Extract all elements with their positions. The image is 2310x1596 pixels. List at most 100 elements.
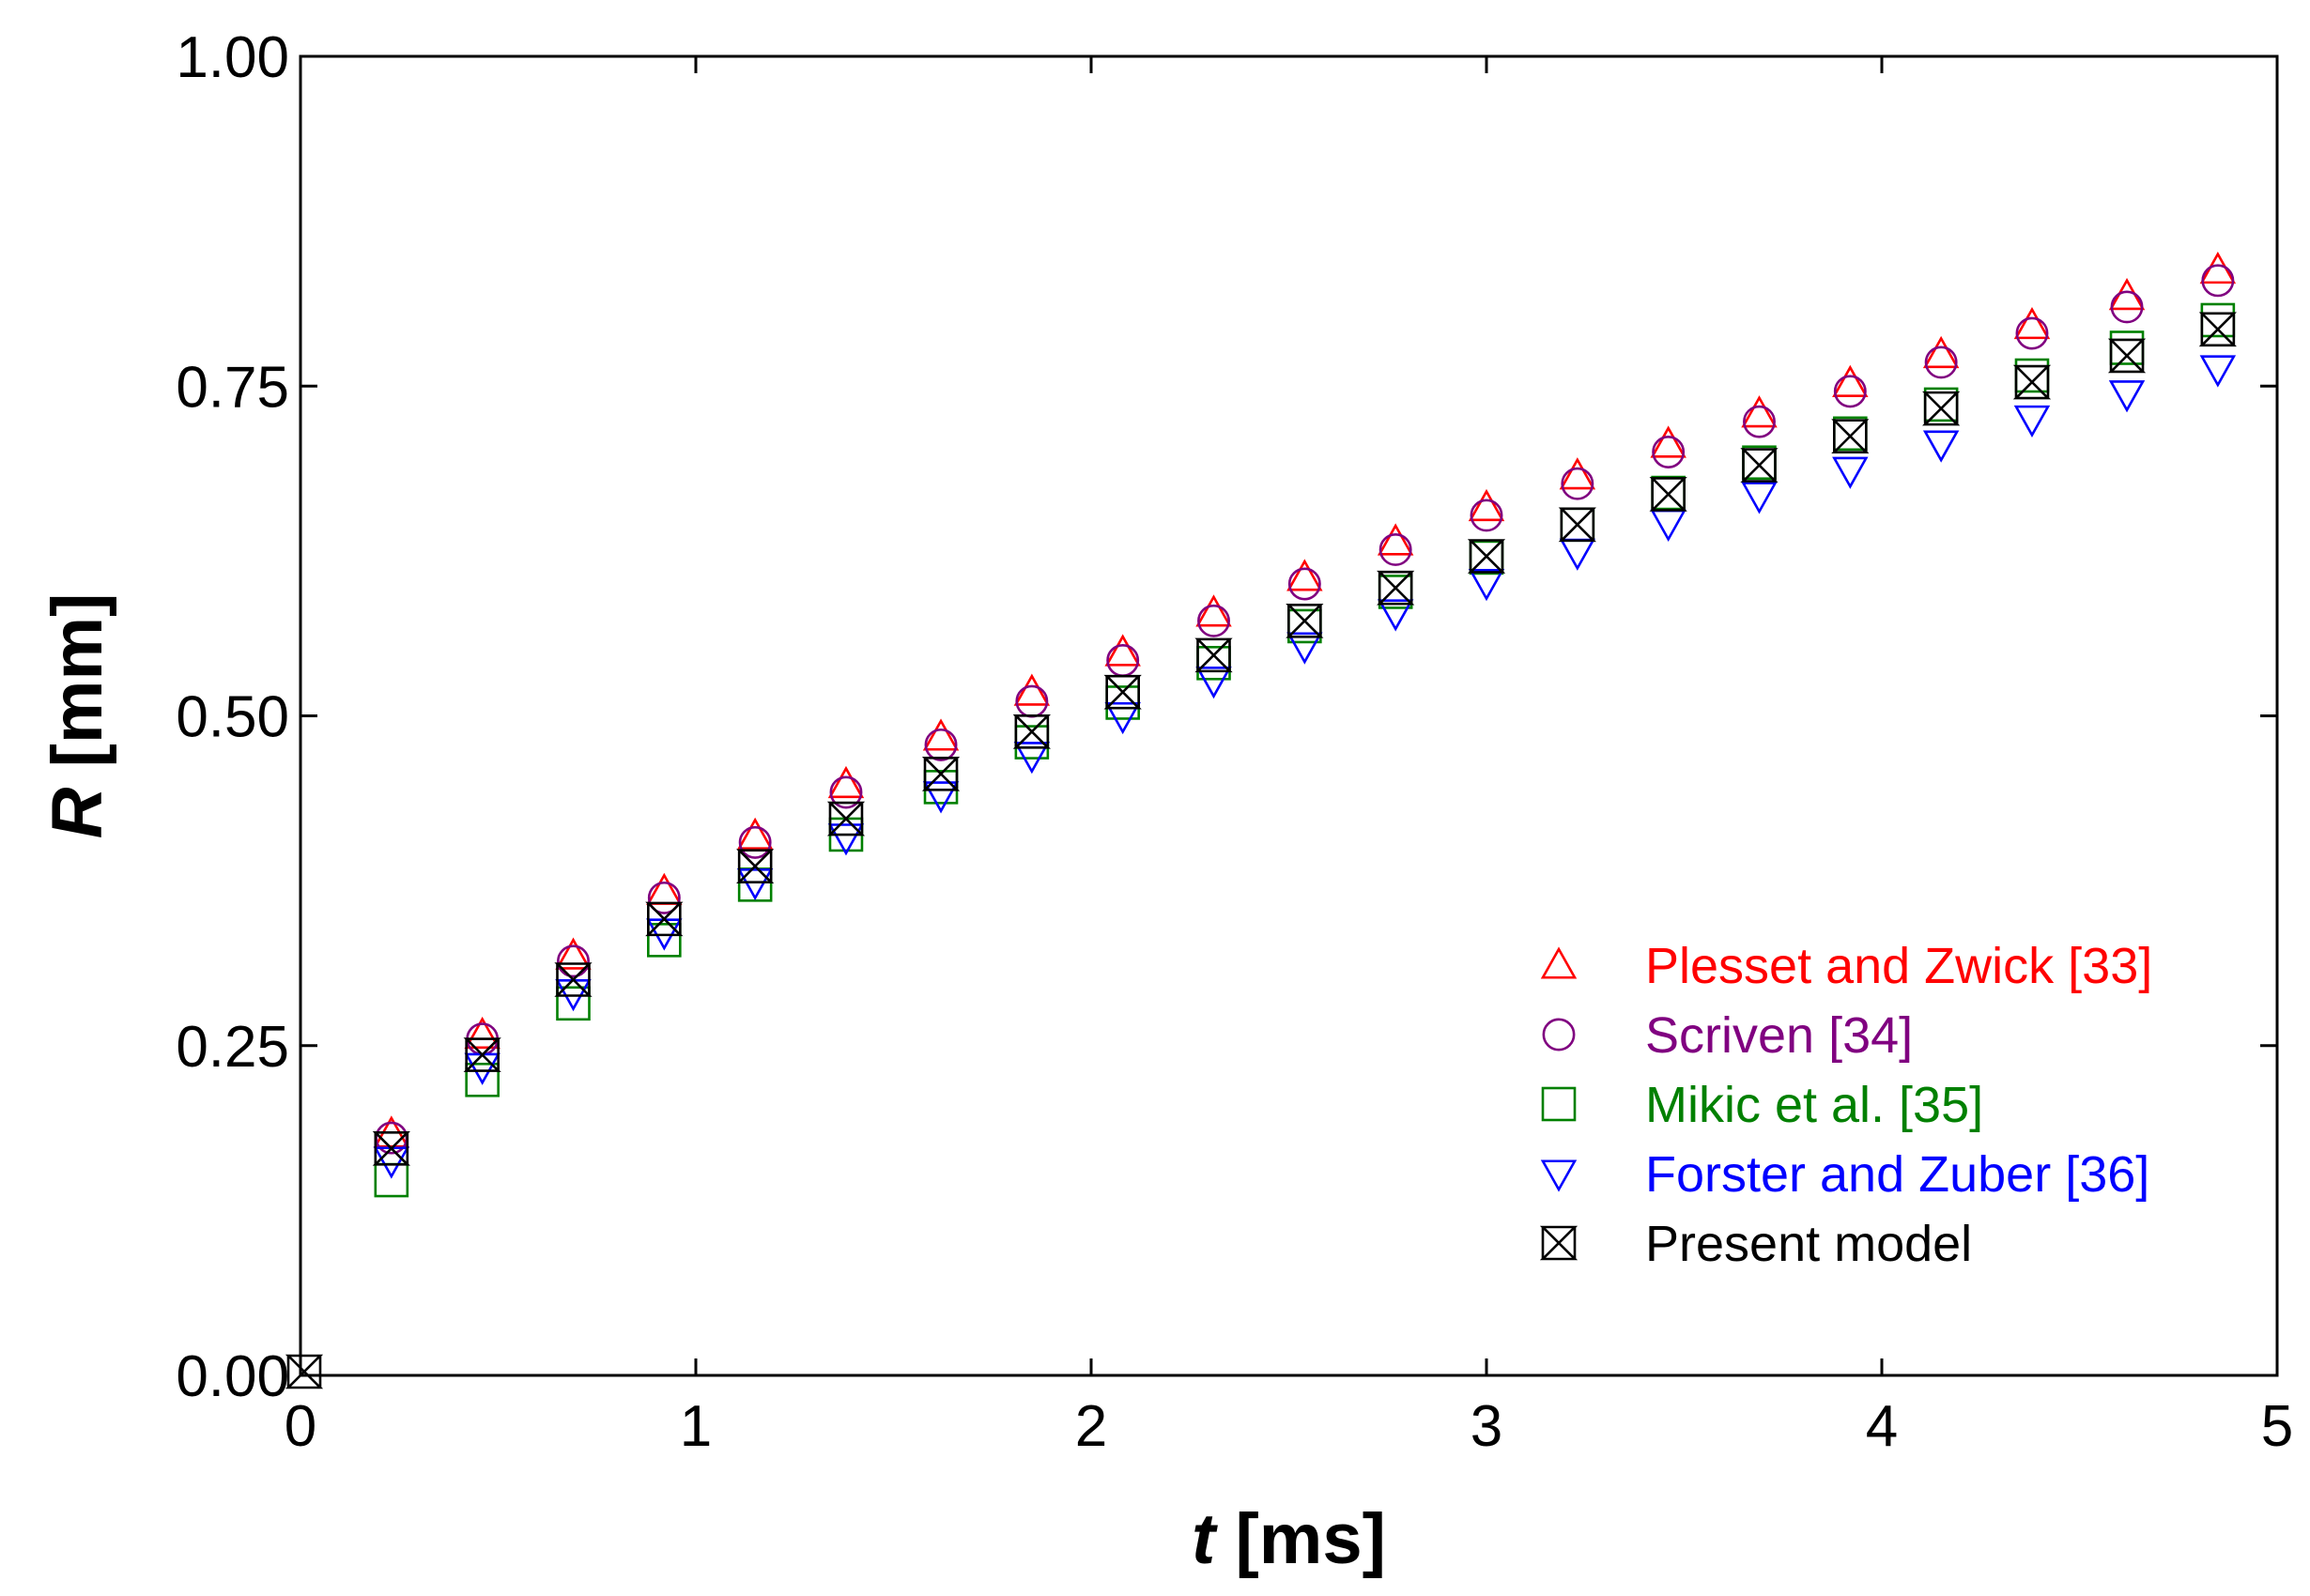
data-point bbox=[1740, 448, 1779, 483]
data-point bbox=[2108, 278, 2146, 311]
legend-marker bbox=[1541, 1086, 1577, 1122]
legend-label: Forster and Zuber [36] bbox=[1645, 1146, 2149, 1203]
x-tick-label: 1 bbox=[680, 1394, 712, 1459]
data-point bbox=[1194, 637, 1233, 673]
y-tick-label: 0.00 bbox=[176, 1344, 289, 1409]
data-point bbox=[2012, 364, 2052, 400]
data-point bbox=[1741, 395, 1778, 428]
data-point bbox=[1104, 701, 1141, 735]
data-point bbox=[1559, 457, 1596, 490]
data-point bbox=[464, 1052, 500, 1085]
data-point bbox=[1195, 667, 1232, 699]
data-point bbox=[647, 881, 681, 914]
x-tick-label: 2 bbox=[1075, 1394, 1107, 1459]
data-point bbox=[1012, 714, 1051, 749]
y-tick-label: 1.00 bbox=[176, 25, 289, 90]
data-point bbox=[1922, 430, 1960, 463]
data-point bbox=[1015, 684, 1049, 718]
data-point bbox=[2014, 358, 2050, 393]
series-bowtie bbox=[372, 312, 2237, 1166]
data-point bbox=[1922, 335, 1960, 369]
data-point bbox=[1650, 425, 1686, 458]
data-point bbox=[645, 901, 684, 937]
data-point bbox=[1286, 604, 1324, 638]
data-point bbox=[374, 1162, 409, 1198]
data-point bbox=[2109, 330, 2145, 365]
data-point bbox=[921, 757, 961, 791]
data-point bbox=[1377, 570, 1415, 606]
legend: Plesset and Zwick [33] Scriven [34] Miki… bbox=[1539, 938, 2152, 1272]
y-tick-label: 0.50 bbox=[176, 685, 289, 750]
data-point bbox=[1832, 456, 1869, 489]
data-point bbox=[1013, 673, 1051, 706]
data-point bbox=[1013, 742, 1051, 775]
legend-marker bbox=[1540, 1159, 1578, 1192]
x-tick-label: 3 bbox=[1471, 1394, 1502, 1459]
data-point bbox=[1742, 445, 1777, 481]
legend-item-plesset-zwick: Plesset and Zwick [33] bbox=[1540, 938, 2152, 994]
data-point bbox=[736, 817, 774, 850]
x-tick-label: 4 bbox=[1866, 1394, 1898, 1459]
legend-item-forster-zuber: Forster and Zuber [36] bbox=[1540, 1146, 2149, 1203]
plot-frame bbox=[299, 54, 2279, 1377]
x-axis-variable: t bbox=[1192, 1499, 1218, 1579]
data-point bbox=[1197, 604, 1230, 637]
data-point bbox=[2107, 338, 2147, 374]
data-point bbox=[1468, 488, 1505, 522]
legend-item-scriven: Scriven [34] bbox=[1542, 1007, 1913, 1064]
data-point bbox=[1377, 523, 1414, 556]
data-point bbox=[2108, 380, 2146, 413]
data-point bbox=[1106, 644, 1140, 677]
data-point bbox=[826, 801, 866, 836]
data-point bbox=[557, 944, 590, 978]
data-point bbox=[1286, 632, 1323, 665]
data-point bbox=[1652, 436, 1686, 468]
series-triangle-up bbox=[373, 251, 2237, 1148]
data-point bbox=[1741, 482, 1778, 514]
data-point bbox=[463, 1037, 501, 1072]
data-point bbox=[922, 781, 960, 814]
data-point bbox=[1195, 594, 1232, 627]
data-point bbox=[555, 937, 592, 970]
legend-label: Present model bbox=[1645, 1216, 1972, 1272]
data-point bbox=[1103, 674, 1142, 710]
data-point bbox=[1104, 634, 1141, 667]
data-point bbox=[1832, 364, 1869, 398]
data-point bbox=[1286, 559, 1323, 591]
data-point bbox=[1467, 539, 1506, 574]
data-point bbox=[1377, 599, 1414, 632]
y-axis-unit: [mm] bbox=[38, 593, 117, 788]
data-point bbox=[736, 867, 774, 901]
data-point bbox=[922, 718, 960, 751]
data-point bbox=[827, 765, 865, 799]
legend-label: Mikic et al. [35] bbox=[1645, 1077, 1983, 1133]
data-point bbox=[2199, 355, 2237, 388]
origin-point bbox=[285, 1354, 324, 1389]
data-point bbox=[1468, 569, 1505, 602]
data-point bbox=[464, 1016, 500, 1050]
data-point bbox=[1743, 405, 1776, 438]
legend-item-present-model: Present model bbox=[1539, 1216, 1972, 1272]
data-point bbox=[1559, 538, 1596, 571]
data-point bbox=[1558, 507, 1596, 543]
data-point bbox=[2013, 405, 2051, 438]
x-tick-label: 5 bbox=[2261, 1394, 2293, 1459]
data-point bbox=[1922, 391, 1961, 426]
legend-marker bbox=[1539, 1225, 1578, 1261]
data-point bbox=[924, 728, 958, 761]
y-axis-title: R [mm] bbox=[38, 593, 117, 839]
data-point bbox=[1924, 345, 1958, 379]
tick-labels: 0 1 2 3 4 5 0.00 0.25 0.50 0.75 1.00 bbox=[176, 25, 2293, 1459]
y-axis-variable: R bbox=[38, 787, 117, 838]
data-point bbox=[647, 923, 682, 958]
data-point bbox=[2201, 264, 2235, 298]
legend-label: Scriven [34] bbox=[1645, 1007, 1913, 1064]
data-point bbox=[829, 775, 863, 809]
data-point bbox=[1833, 416, 1868, 452]
legend-item-mikic: Mikic et al. [35] bbox=[1541, 1077, 1983, 1133]
data-point bbox=[738, 825, 772, 859]
data-point bbox=[2110, 290, 2144, 324]
data-point bbox=[923, 770, 959, 805]
data-point bbox=[554, 962, 593, 997]
